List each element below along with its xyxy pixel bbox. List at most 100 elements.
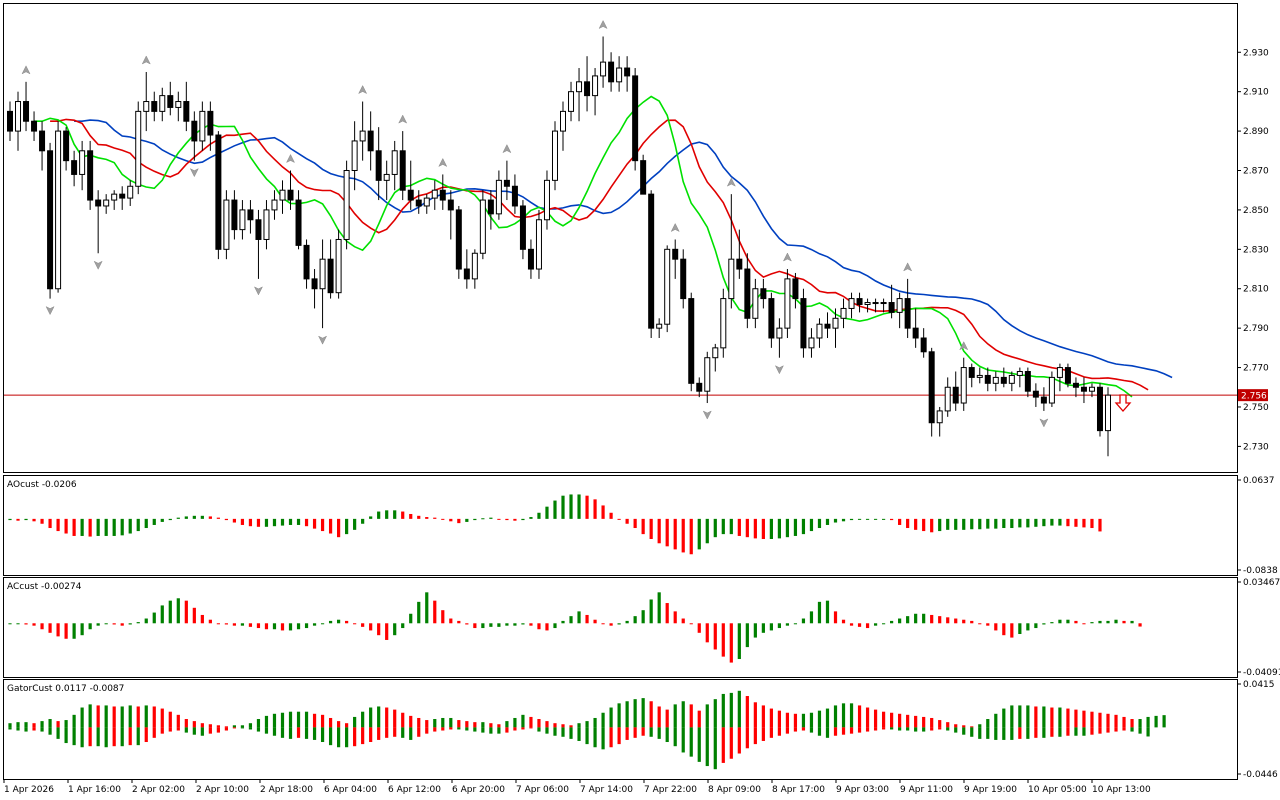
gator-upper-bar [144,705,148,728]
gator-lower-bar [216,727,220,733]
gator-lower-bar [144,727,148,743]
histogram-bar [232,623,237,626]
gator-lower-bar [561,727,565,737]
price-pane[interactable]: 2.930 2.910 2.890 2.870 2.850 2.830 2.810 2.790… [3,3,1270,473]
time-axis: 1 Apr 2026 1 Apr 16:00 2 Apr 02:00 2 Apr 10… [3,779,1151,795]
gator-upper-bar [930,717,934,728]
gator-lower-bar [1050,727,1054,737]
histogram-bar [32,518,36,522]
candle [944,377,951,417]
candle [79,140,86,191]
histogram-bar [136,518,140,532]
gator-lower-bar [272,727,277,736]
histogram-bar [40,518,44,524]
histogram-bar [320,518,325,532]
candle-body [960,367,967,404]
histogram-bar [890,518,894,521]
gator-upper-bar [954,724,958,728]
candle [231,190,238,240]
ac-indicator-pane[interactable]: ACcust -0.00274 0.03467 -0.04091 [3,577,1280,679]
histogram-bar [16,623,20,625]
candle-body [976,374,983,378]
histogram-bar [729,518,733,535]
candle [624,56,631,92]
candle [223,190,230,260]
histogram-bar [256,623,261,629]
candle [864,298,871,313]
gator-upper-bar [1074,709,1078,728]
candle [648,190,655,338]
histogram-bar [898,618,902,624]
fractal-up-icon [398,114,408,124]
candle [584,56,591,112]
histogram-bar [633,616,637,624]
indicator-pane-frame [3,577,1238,678]
candle-body [519,205,526,250]
histogram-bar [609,623,613,626]
gator-upper-bar [1042,706,1046,728]
gator-upper-bar [256,719,261,728]
gator-lower-bar [641,727,645,736]
candle [207,101,214,151]
gator-lower-bar [881,727,886,730]
histogram-bar [248,623,253,627]
histogram-bar [240,518,245,525]
time-tick-label: 10 Apr 13:00 [1092,785,1151,795]
candle [848,292,855,319]
histogram-bar [857,518,862,520]
candle [992,371,999,392]
histogram-bar [785,518,790,538]
candle [271,190,278,220]
time-tick-label: 6 Apr 12:00 [388,785,441,795]
gator-upper-bar [970,726,974,728]
histogram-bar [970,620,974,624]
histogram-bar [328,518,333,534]
histogram-bar [80,518,84,536]
candle-body [87,150,94,201]
histogram-bar [481,518,485,520]
candle [952,371,959,411]
candle-body [904,298,911,329]
histogram-bar [136,622,140,624]
histogram-bar [361,623,365,627]
candle-body [744,268,751,319]
gator-lower-bar [906,727,910,731]
gator-indicator-pane[interactable]: GatorCust 0.0117 -0.0087 0.0415 -0.0446 [3,679,1279,781]
candle [15,91,22,151]
histogram-bar [336,518,341,538]
histogram-bar [1122,620,1126,624]
gator-upper-bar [409,715,413,728]
fractal-up-icon [502,144,512,154]
histogram-bar [48,518,52,529]
gator-lower-bar [1058,727,1062,737]
candle-body [495,179,502,215]
candle-body [1016,371,1023,376]
histogram-bar [176,517,180,519]
gator-upper-bar [561,724,565,728]
gator-upper-bar [473,722,477,728]
histogram-bar [336,619,341,624]
histogram-bar [1050,518,1054,526]
gator-lower-bar [745,727,749,749]
gator-upper-bar [777,710,782,728]
indicator-max-label: 0.03467 [1243,578,1280,588]
candle-body [263,209,270,240]
fractal-up-icon [598,19,608,30]
histogram-bar [801,518,806,535]
candle-body [55,130,62,290]
candle [800,288,807,358]
candle-body [151,101,158,112]
candle-body [511,185,518,207]
gator-upper-bar [417,717,421,728]
gator-upper-bar [312,713,317,728]
ao-indicator-pane[interactable]: AOcust -0.0206 0.0637 -0.0838 [3,475,1279,577]
gator-lower-bar [1026,727,1030,739]
gator-lower-bar [361,727,365,745]
gator-upper-bar [489,723,493,728]
gator-lower-bar [1122,727,1126,731]
candle [752,278,759,329]
gator-upper-bar [264,715,269,728]
time-tick-label: 6 Apr 04:00 [324,785,377,795]
candle [375,127,382,201]
